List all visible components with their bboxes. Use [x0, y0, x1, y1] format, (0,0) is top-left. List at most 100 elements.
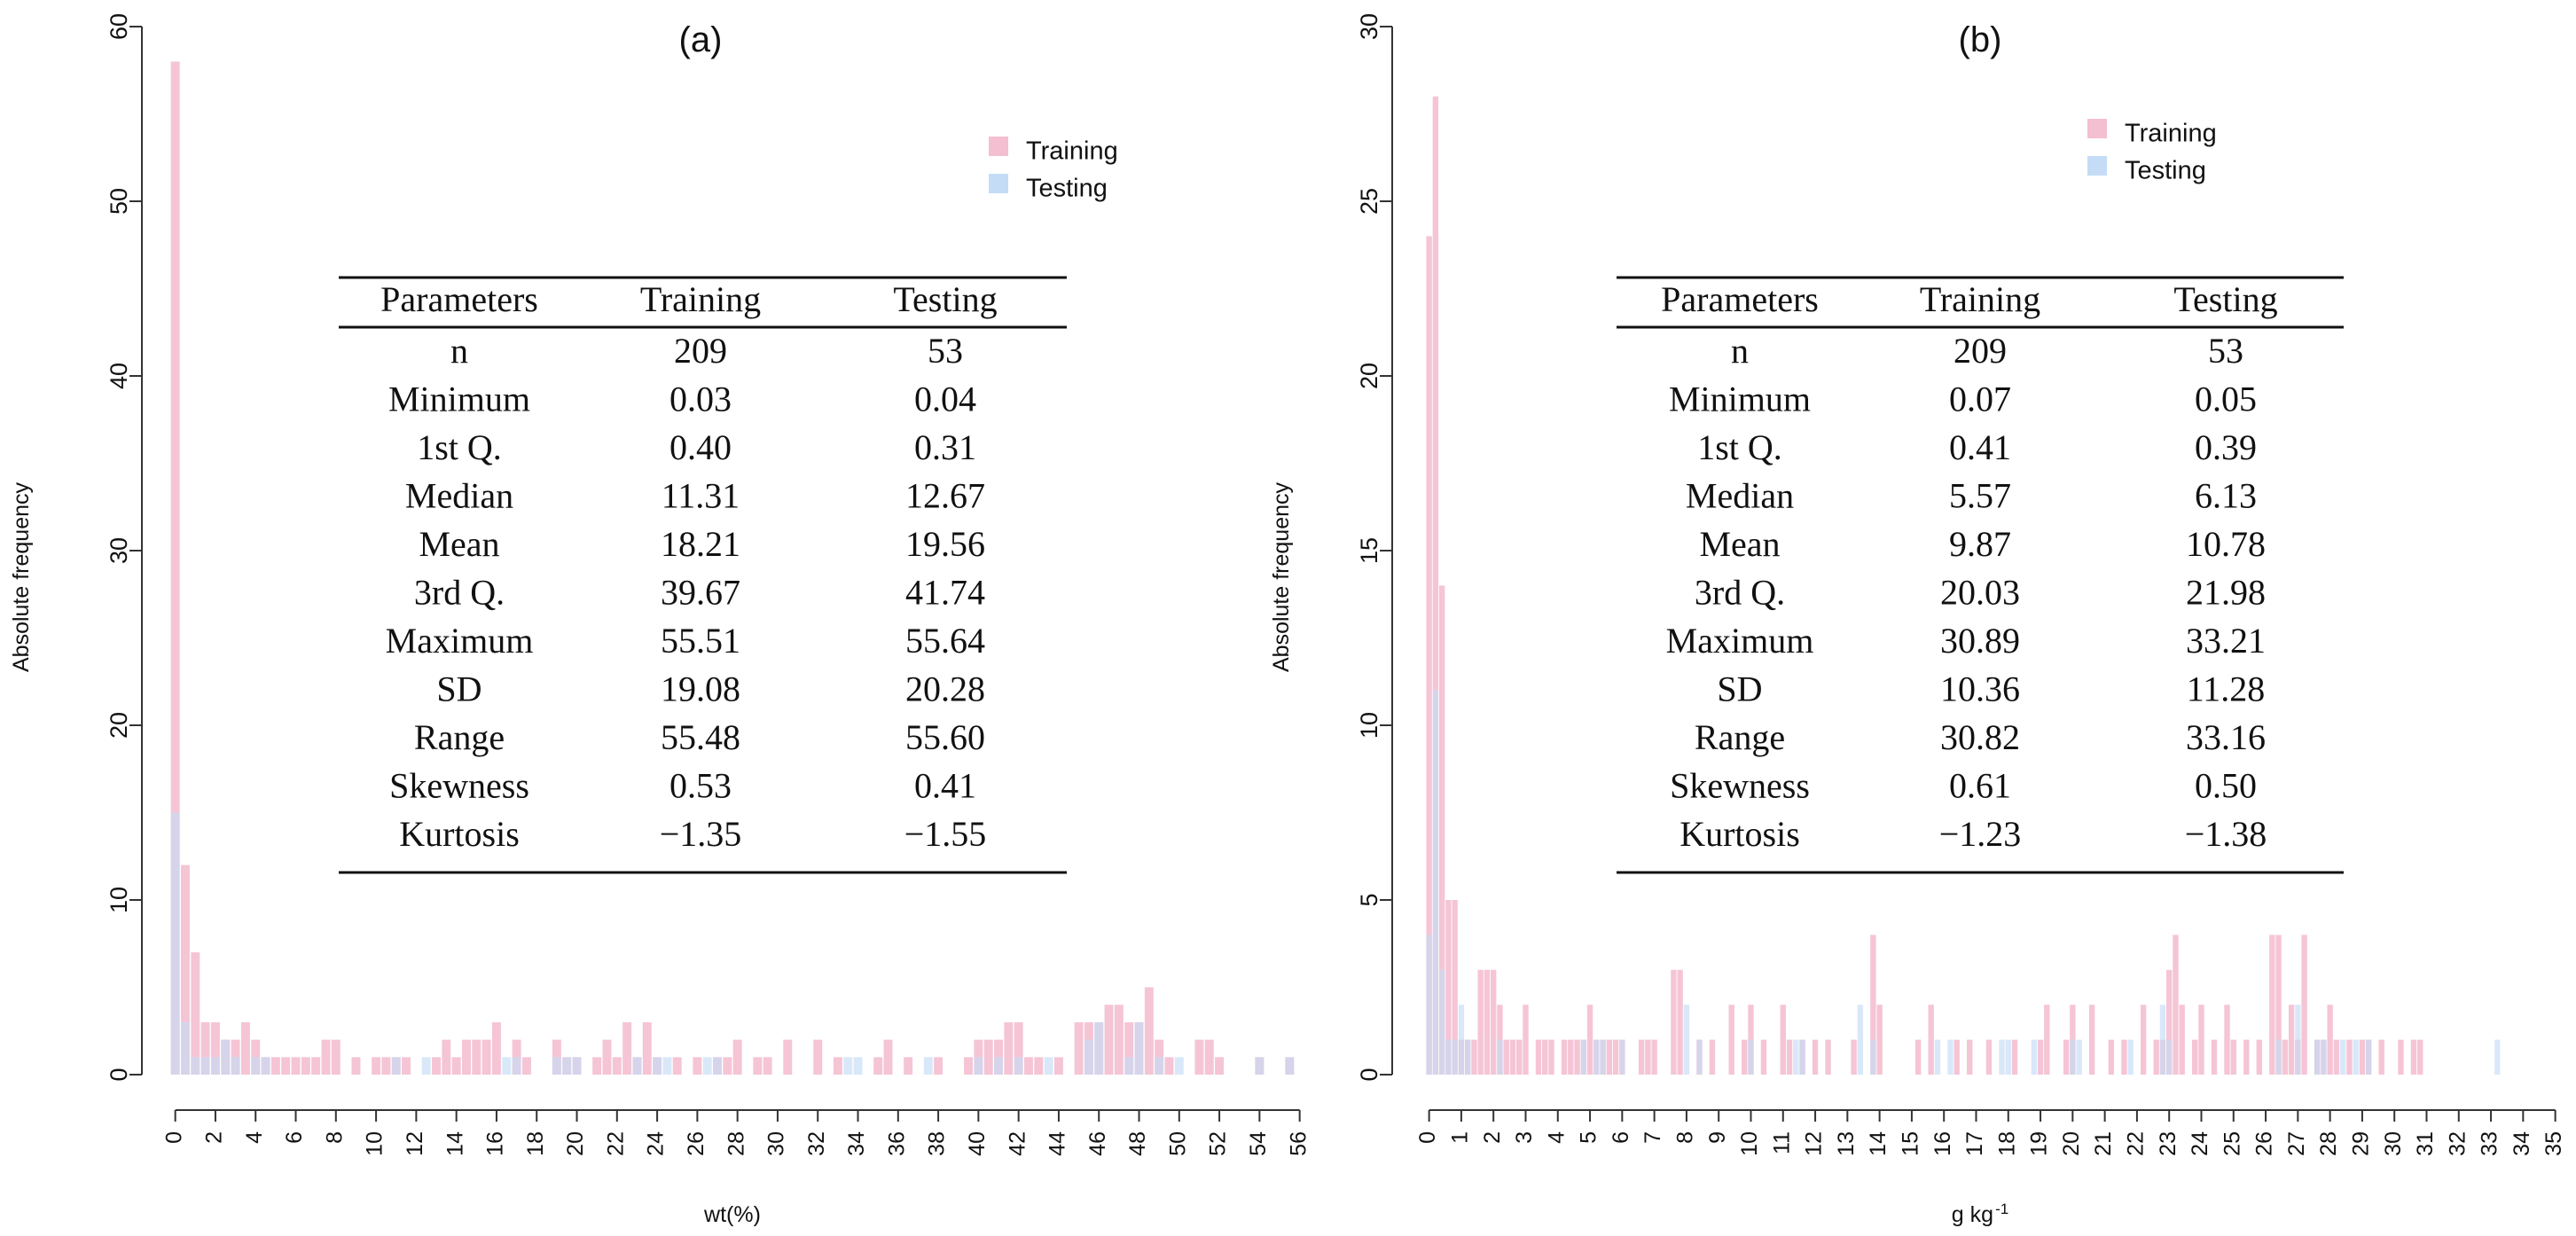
bar-testing: [1044, 1057, 1053, 1075]
table-cell: 11.31: [662, 476, 740, 516]
series-testing: [170, 812, 1295, 1075]
bar-testing: [2494, 1039, 2501, 1075]
x-tick-label: 5: [1577, 1131, 1601, 1144]
bar-testing: [994, 1057, 1003, 1075]
bar-training: [2327, 1005, 2333, 1075]
bar-training: [2333, 1039, 2340, 1075]
bar-training: [1780, 1005, 1786, 1075]
bar-training: [301, 1057, 310, 1075]
bar-training: [1491, 969, 1497, 1075]
bar-training: [1561, 1039, 1568, 1075]
x-axis-label: wt(%): [703, 1202, 761, 1227]
bar-training: [321, 1039, 331, 1075]
legend-label-testing: Testing: [1026, 175, 1108, 203]
table-row-label: Maximum: [386, 621, 534, 661]
panel-label: (b): [1959, 20, 2002, 59]
bar-testing: [221, 1039, 231, 1075]
bar-training: [2346, 1039, 2353, 1075]
table-row-label: SD: [1717, 669, 1762, 709]
bar-training: [1542, 1039, 1548, 1075]
bar-testing: [2339, 1039, 2346, 1075]
bar-testing: [702, 1057, 712, 1075]
table-cell: 6.13: [2195, 476, 2257, 516]
bar-training: [432, 1057, 441, 1075]
bar-testing: [2166, 1039, 2173, 1075]
bar-training: [291, 1057, 301, 1075]
bar-testing: [1124, 1057, 1134, 1075]
table-cell: 0.50: [2195, 766, 2257, 806]
bar-training: [1471, 1039, 1477, 1075]
bar-training: [592, 1057, 602, 1075]
table-cell: 21.98: [2186, 573, 2266, 613]
table-cell: 0.40: [669, 427, 732, 467]
x-tick-label: 50: [1165, 1131, 1190, 1156]
bar-testing: [1426, 935, 1432, 1075]
bar-training: [181, 864, 190, 1075]
bar-training: [2301, 935, 2307, 1075]
bar-testing: [1094, 1021, 1104, 1075]
x-tick-label: 9: [1705, 1131, 1730, 1144]
x-tick-label: 32: [2445, 1131, 2470, 1156]
bar-testing: [2321, 1039, 2327, 1075]
bar-training: [1728, 1005, 1734, 1075]
bar-training: [210, 1021, 220, 1075]
x-tick-label: 52: [1206, 1131, 1231, 1156]
bar-training: [2410, 1039, 2417, 1075]
bar-training: [1914, 1039, 1922, 1075]
bar-training: [1014, 1021, 1023, 1075]
table-row-label: Range: [1695, 717, 1785, 757]
y-tick-label: 20: [1356, 363, 1382, 389]
y-tick-label: 60: [106, 13, 132, 40]
bar-training: [1638, 1039, 1645, 1075]
bar-training: [642, 1021, 652, 1075]
table-row-label: 3rd Q.: [414, 573, 505, 613]
y-tick-label: 25: [1356, 188, 1382, 215]
table-cell: 20.03: [1940, 573, 2020, 613]
x-tick-label: 7: [1640, 1131, 1665, 1144]
bar-training: [2179, 1005, 2185, 1075]
bar-training: [281, 1057, 291, 1075]
bar-testing: [632, 1057, 642, 1075]
bar-training: [763, 1057, 772, 1075]
bar-testing: [1432, 690, 1439, 1075]
bar-testing: [1452, 1039, 1458, 1075]
bar-training: [1194, 1039, 1204, 1075]
x-axis-label: g kg -1: [1952, 1201, 2008, 1228]
bar-testing: [1255, 1057, 1265, 1075]
table-cell: 0.03: [669, 379, 732, 419]
x-tick-label: 14: [1866, 1131, 1891, 1156]
x-axis-label-text: g kg: [1952, 1202, 1993, 1227]
table-cell: 0.41: [1949, 427, 2011, 467]
table-cell: 9.87: [1949, 524, 2011, 564]
bar-testing: [572, 1057, 582, 1075]
bar-testing: [1696, 1039, 1703, 1075]
x-tick-label: 56: [1286, 1131, 1311, 1156]
bar-training: [372, 1057, 381, 1075]
table-cell: 0.07: [1949, 379, 2011, 419]
x-tick-label: 15: [1899, 1131, 1923, 1156]
bar-training: [1452, 900, 1458, 1075]
bar-testing: [231, 1057, 240, 1075]
table-header-cell: Testing: [893, 279, 997, 319]
bar-training: [442, 1039, 451, 1075]
bar-training: [1612, 1039, 1619, 1075]
x-tick-label: 18: [1994, 1131, 2019, 1156]
table-cell: 30.82: [1940, 717, 2020, 757]
bar-testing: [251, 1057, 261, 1075]
x-tick-label: 14: [442, 1131, 467, 1156]
y-tick-label: 50: [106, 188, 132, 215]
bar-training: [482, 1039, 491, 1075]
bar-training: [491, 1021, 501, 1075]
bar-training: [2063, 1039, 2070, 1075]
bar-training: [1677, 969, 1683, 1075]
bar-training: [2359, 1039, 2366, 1075]
legend-label-training: Training: [2125, 120, 2217, 148]
x-tick-label: 30: [764, 1131, 789, 1156]
y-axis: 0 10 20 30 40 50 60 Absolute frequency: [9, 13, 143, 1082]
x-tick-label: 2: [202, 1131, 227, 1144]
x-tick-label: 16: [483, 1131, 508, 1156]
x-tick-label: 6: [1609, 1131, 1633, 1144]
bar-training: [462, 1039, 471, 1075]
table-cell: 33.16: [2186, 717, 2266, 757]
table-row-label: 1st Q.: [1697, 427, 1782, 467]
